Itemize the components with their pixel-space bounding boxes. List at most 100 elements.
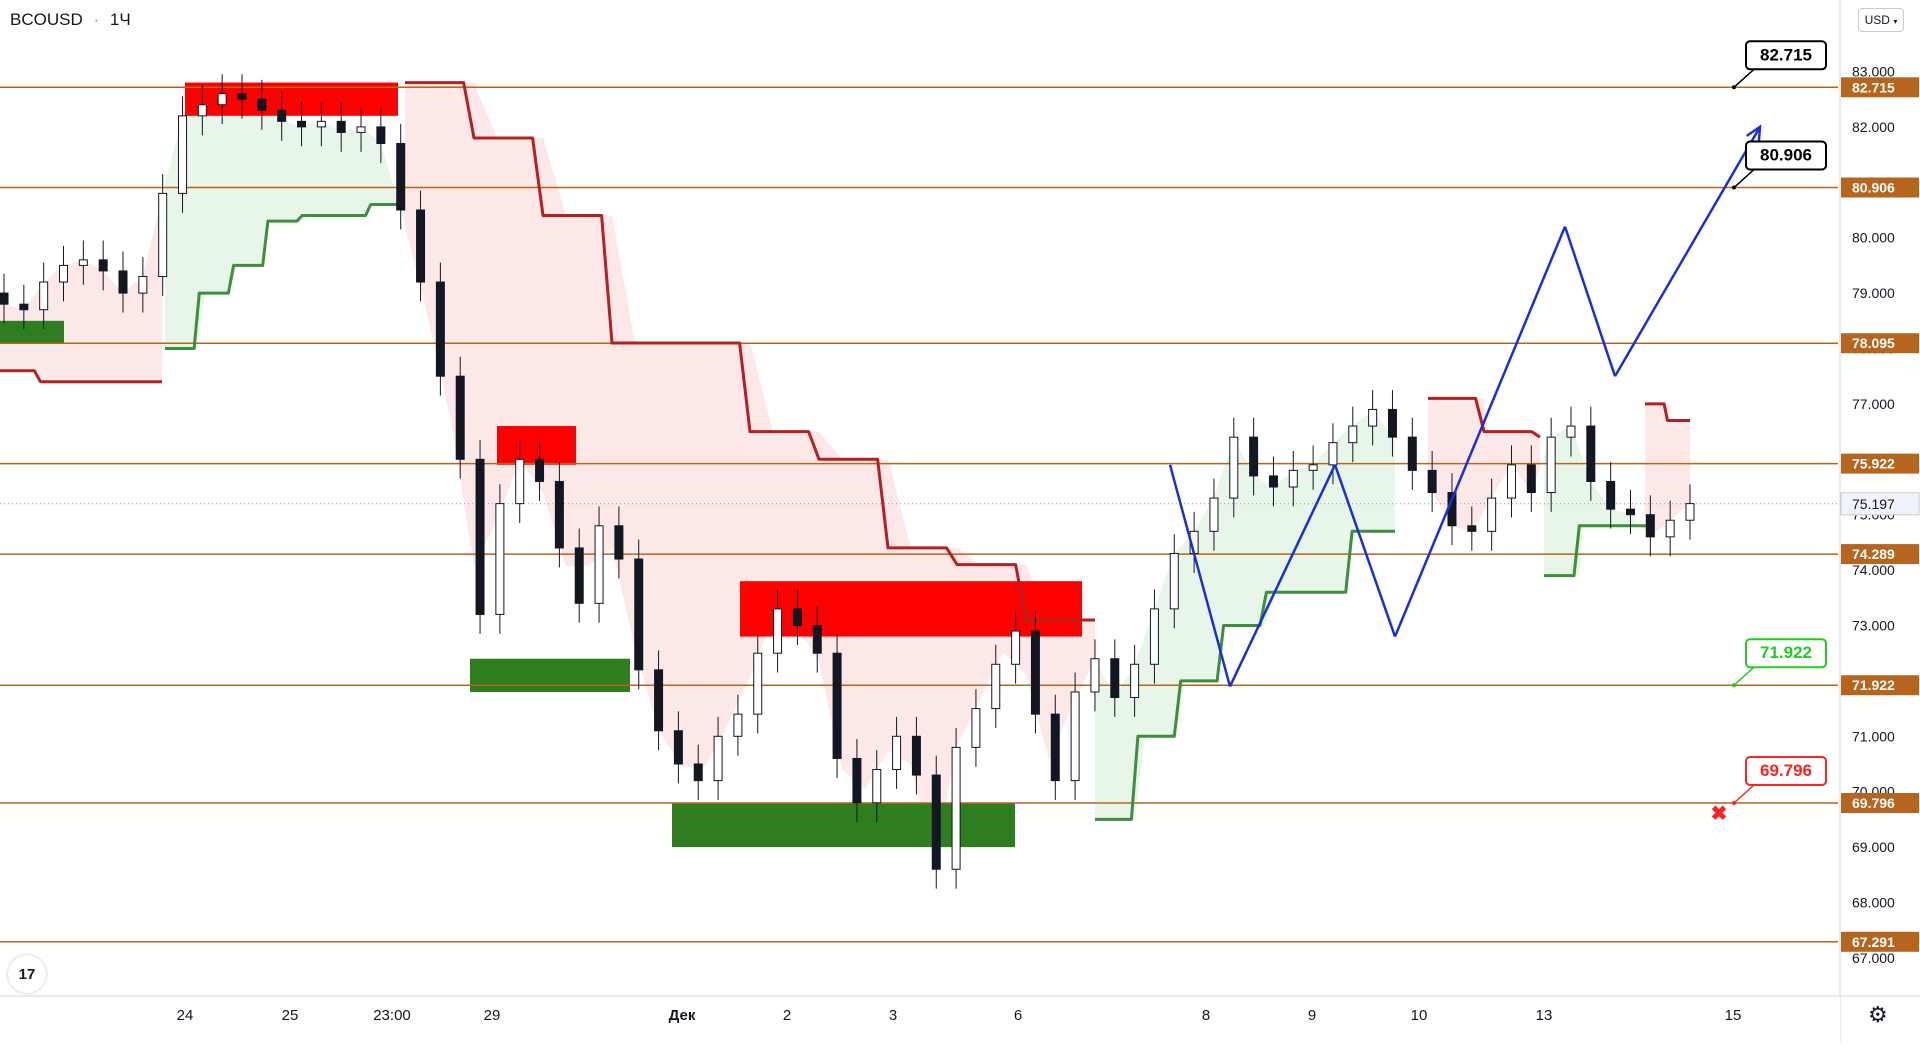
- candle-body: [178, 115, 188, 194]
- x-tick-label: 3: [889, 1007, 897, 1024]
- candle: [1387, 390, 1397, 457]
- symbol-name: BCOUSD: [10, 10, 83, 29]
- candle-body: [1427, 469, 1437, 494]
- candle: [753, 633, 763, 734]
- candle-body: [1130, 663, 1140, 699]
- symbol-title[interactable]: BCOUSD · 1Ч: [10, 10, 137, 30]
- candle: [277, 90, 287, 141]
- candle-body: [277, 109, 287, 122]
- demand-zone-0: [0, 320, 64, 343]
- candle-body: [98, 259, 108, 272]
- tradingview-logo-icon[interactable]: 17: [8, 955, 46, 993]
- level-axis-label: 80.906: [1852, 180, 1895, 196]
- supertrend-fill-3: [1095, 412, 1395, 820]
- candle: [257, 79, 267, 130]
- candle-body: [1328, 442, 1338, 466]
- candle: [1586, 406, 1596, 501]
- supertrend-fill-2: [405, 82, 1095, 859]
- candle-body: [852, 757, 862, 804]
- candle: [178, 96, 188, 213]
- candle: [297, 101, 307, 147]
- chevron-down-icon: ▾: [1893, 17, 1898, 26]
- x-tick-label: 8: [1202, 1007, 1210, 1024]
- candle-body: [1506, 464, 1516, 499]
- candle: [356, 107, 366, 152]
- candle-body: [892, 735, 902, 771]
- candle-body: [673, 730, 683, 765]
- x-tick-label: 24: [177, 1007, 194, 1024]
- candle: [1030, 611, 1040, 734]
- currency-selector[interactable]: USD ▾: [1858, 8, 1904, 32]
- callout-box: [1745, 638, 1827, 669]
- candle-body: [217, 93, 227, 106]
- candle: [1070, 672, 1080, 801]
- candle-body: [634, 558, 644, 671]
- callout-label: 80.906: [1760, 146, 1812, 165]
- level-axis-label: 78.095: [1852, 335, 1895, 351]
- candle: [792, 589, 802, 645]
- candle: [554, 462, 564, 568]
- candle-body: [812, 625, 822, 654]
- candle-body: [733, 713, 743, 737]
- candle: [1229, 417, 1239, 518]
- candle-body: [594, 525, 604, 604]
- candle: [455, 356, 465, 479]
- candle: [1328, 423, 1338, 485]
- callout-box: [1745, 756, 1827, 787]
- callout-label: 71.922: [1760, 643, 1812, 662]
- candle: [19, 284, 29, 330]
- x-tick-label: Дек: [669, 1007, 696, 1024]
- candle: [892, 716, 902, 789]
- current-price-label: 75.197: [1852, 496, 1895, 512]
- candle-body: [773, 608, 783, 654]
- candle: [654, 650, 664, 751]
- candle-body: [991, 663, 1001, 710]
- candle: [435, 262, 445, 396]
- candle-body: [1308, 464, 1318, 471]
- candle: [1011, 611, 1021, 684]
- candle: [1685, 484, 1695, 540]
- candle: [911, 716, 921, 795]
- candle: [416, 190, 426, 302]
- candle-body: [931, 774, 941, 870]
- y-tick-label: 83.000: [1852, 64, 1895, 80]
- level-axis-badge: [1841, 675, 1919, 696]
- current-price-badge: [1840, 492, 1920, 516]
- red-cross-icon: ✖: [1711, 803, 1728, 825]
- candle-body: [1566, 425, 1576, 438]
- candle-body: [535, 458, 545, 482]
- callout-pointer: [1733, 784, 1755, 804]
- candle-body: [1169, 552, 1179, 610]
- candle: [733, 694, 743, 756]
- candle-body: [1348, 425, 1358, 444]
- candle: [713, 716, 723, 801]
- candle-body: [911, 735, 921, 776]
- candle-body: [1586, 425, 1596, 482]
- candle: [217, 74, 227, 125]
- candle-body: [1387, 408, 1397, 438]
- level-axis-badge: [1841, 177, 1919, 198]
- candle-body: [614, 525, 624, 560]
- candle: [872, 750, 882, 823]
- y-tick-label: 74.000: [1852, 562, 1895, 578]
- level-axis-label: 75.922: [1852, 456, 1895, 472]
- y-tick-label: 82.000: [1852, 119, 1895, 135]
- candle: [1606, 462, 1616, 529]
- candle-body: [713, 735, 723, 782]
- candle-body: [832, 652, 842, 759]
- x-tick-label: 25: [282, 1007, 299, 1024]
- callout-label: 69.796: [1760, 761, 1812, 780]
- candle-body: [138, 275, 148, 294]
- candle: [1288, 450, 1298, 507]
- candle-body: [1149, 608, 1159, 665]
- candle: [1407, 417, 1417, 490]
- callout-anchor: [1732, 801, 1736, 806]
- callout-pointer: [1733, 68, 1755, 88]
- candle: [991, 644, 1001, 728]
- candle: [1209, 478, 1219, 551]
- candle: [1110, 639, 1120, 717]
- level-axis-label: 74.289: [1852, 546, 1895, 562]
- candle: [574, 528, 584, 623]
- gear-icon[interactable]: ⚙: [1868, 1003, 1888, 1028]
